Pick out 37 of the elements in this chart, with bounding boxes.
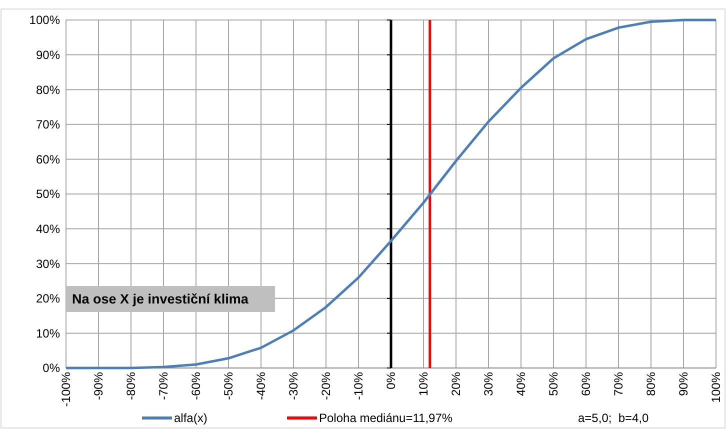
x-tick-label: 90%	[676, 372, 691, 396]
x-tick-label: -80%	[124, 372, 138, 400]
y-tick-label: 10%	[36, 326, 60, 340]
annotation: Na ose X je investiční klima	[72, 292, 249, 307]
legend-label: Poloha mediánu=11,97%	[319, 411, 453, 426]
x-tick-label: -70%	[156, 372, 171, 400]
x-tick-label: -10%	[352, 372, 366, 400]
y-tick-label: 40%	[36, 222, 60, 236]
text: a=5,0; b=4,0	[578, 411, 650, 426]
x-tick-label: 30%	[482, 372, 496, 396]
legend-label: alfa(x)	[174, 411, 208, 426]
y-tick-label: 90%	[36, 48, 60, 62]
x-tick-label: -60%	[189, 372, 204, 400]
line-series	[64, 18, 718, 370]
x-tick-label: -20%	[319, 372, 334, 400]
x-tick-label: -40%	[254, 372, 268, 400]
y-tick-label: 80%	[36, 82, 60, 97]
x-tick-label: 100%	[709, 372, 724, 403]
y-tick-label: 70%	[36, 118, 60, 132]
x-tick-label: -90%	[92, 372, 106, 400]
y-tick-label: 100%	[29, 13, 60, 28]
x-tick-label: -50%	[222, 372, 236, 400]
x-tick-label: 20%	[449, 372, 464, 396]
x-tick-label: 60%	[579, 372, 594, 396]
y-tick-label: 0%	[42, 361, 60, 376]
y-tick-label: 20%	[36, 292, 60, 306]
y-tick-label: 50%	[36, 187, 60, 202]
y-tick-label: 30%	[36, 256, 60, 271]
y-tick-label: 60%	[36, 152, 60, 166]
x-tick-label: 70%	[612, 372, 626, 396]
x-tick-label: 0%	[384, 372, 398, 390]
x-tick-label: 10%	[416, 372, 431, 396]
x-tick-label: 50%	[546, 372, 561, 396]
x-tick-label: -100%	[59, 372, 74, 407]
x-tick-label: 80%	[644, 372, 658, 396]
x-tick-label: 40%	[514, 372, 528, 396]
x-tick-label: -30%	[286, 372, 301, 400]
